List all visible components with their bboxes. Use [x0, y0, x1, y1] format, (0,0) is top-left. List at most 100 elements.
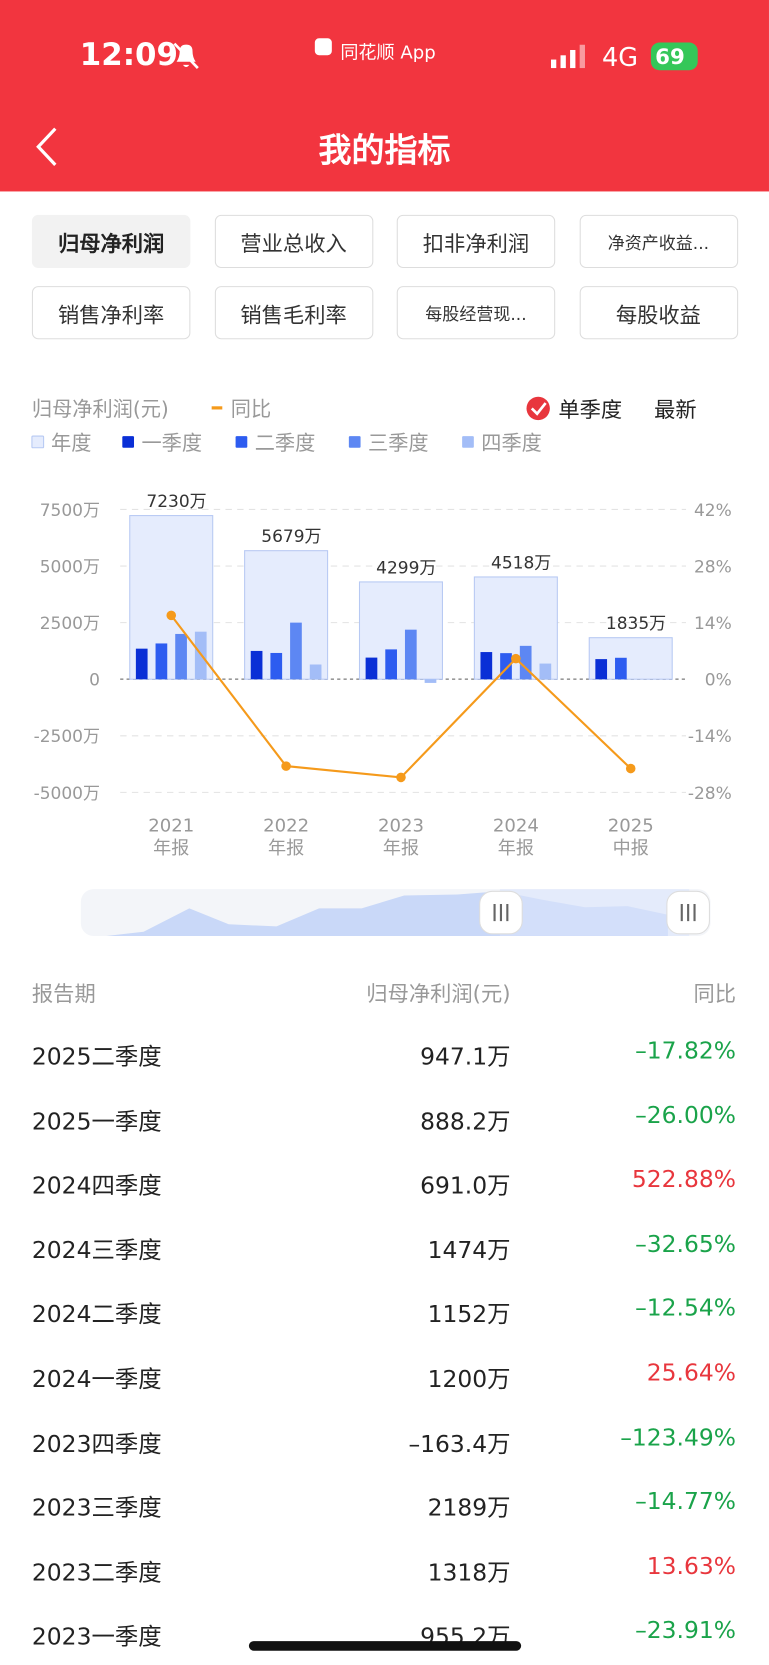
y2-tick-label: 14% — [694, 614, 732, 634]
change-cell: –123.49% — [620, 1424, 737, 1452]
profit-cell: 691.0万 — [420, 1173, 511, 1200]
page-title: 我的指标 — [318, 131, 451, 171]
bar-value-label: 4518万 — [491, 553, 551, 573]
table-row[interactable]: 2024一季度 1200万 25.64% — [32, 1360, 736, 1403]
tab-button[interactable]: 扣非净利润 — [396, 214, 556, 269]
quarter-bar — [270, 652, 283, 680]
change-cell: –23.91% — [635, 1618, 737, 1645]
quarter-bar — [595, 659, 608, 680]
quarter-bar — [404, 629, 417, 680]
status-battery: 69 — [650, 42, 698, 71]
x-tick-label: 2024 — [493, 816, 539, 837]
legend-label: 三季度 — [368, 431, 429, 455]
period-cell: 2024二季度 — [31, 1302, 162, 1329]
table-row[interactable]: 2023二季度 1318万 13.63% — [32, 1554, 736, 1597]
change-cell: 522.88% — [631, 1166, 737, 1194]
quarter-bar — [365, 657, 378, 680]
legend-swatch — [31, 435, 45, 449]
change-cell: 13.63% — [646, 1553, 737, 1581]
tab-button[interactable]: 净资产收益... — [579, 214, 738, 269]
legend-swatch — [235, 436, 248, 448]
bar-value-label: 7230万 — [146, 492, 206, 512]
change-cell: 25.64% — [646, 1360, 737, 1387]
option-check[interactable] — [526, 396, 550, 421]
quarter-bar — [424, 679, 437, 683]
tab-button[interactable]: 每股收益 — [579, 286, 738, 340]
app-icon — [314, 38, 332, 56]
home-indicator — [248, 1641, 522, 1651]
table-row[interactable]: 2023四季度 –163.4万 –123.49% — [32, 1425, 736, 1468]
table-row[interactable]: 2025二季度 947.1万 –17.82% — [32, 1038, 736, 1081]
x-tick-label: 年报 — [498, 838, 534, 859]
table-row[interactable]: 2024三季度 1474万 –32.65% — [32, 1231, 736, 1274]
profit-cell: 1200万 — [427, 1366, 511, 1394]
x-tick-label: 2023 — [378, 816, 424, 837]
quarter-bar — [155, 643, 168, 680]
legend-label: 二季度 — [255, 431, 316, 455]
period-cell: 2024三季度 — [31, 1237, 162, 1265]
tab-button[interactable]: 销售净利率 — [31, 286, 191, 340]
quarter-bar — [615, 657, 627, 680]
table-row[interactable]: 2023三季度 2189万 –14.77% — [32, 1489, 736, 1532]
table-row[interactable]: 2023一季度 955.2万 –23.91% — [32, 1618, 736, 1661]
legend-label: 四季度 — [481, 431, 542, 455]
option-label: 最新 — [654, 398, 697, 423]
table-row[interactable]: 2024二季度 1152万 –12.54% — [32, 1296, 736, 1339]
header-cell: 同比 — [693, 980, 737, 1007]
x-tick-label: 2022 — [263, 816, 309, 837]
table-row[interactable]: 2025一季度 888.2万 –26.00% — [32, 1103, 736, 1146]
tab-button[interactable]: 每股经营现... — [396, 286, 556, 340]
tab-button[interactable]: 归母净利润 — [31, 214, 191, 269]
quarter-bar — [309, 664, 322, 680]
table-header: 报告期 归母净利润(元) 同比 — [32, 976, 736, 1019]
quarter-bar — [385, 649, 397, 680]
y2-tick-label: 28% — [694, 557, 732, 577]
profit-cell: 947.1万 — [420, 1044, 511, 1072]
y-tick-label: -2500万 — [34, 727, 100, 747]
header-cell: 报告期 — [31, 980, 96, 1007]
legend-label: 年度 — [51, 431, 91, 455]
legend-swatch — [211, 406, 223, 410]
status-time: 12:09 — [79, 36, 178, 73]
table-row[interactable]: 2024四季度 691.0万 522.88% — [32, 1167, 736, 1210]
period-cell: 2023三季度 — [31, 1495, 162, 1523]
bar-value-label: 5679万 — [261, 527, 321, 547]
yoy-point — [166, 610, 177, 621]
change-cell: –14.77% — [635, 1489, 737, 1516]
quarter-bar — [175, 633, 187, 680]
x-tick-label: 2021 — [148, 816, 194, 837]
slider-window — [499, 889, 690, 936]
profit-cell: 1318万 — [427, 1560, 511, 1587]
chart: 7500万 5000万 2500万 0 -2500万 -5000万 42% 28% 14% 0% -… — [31, 396, 732, 936]
period-cell: 2023二季度 — [31, 1560, 162, 1587]
tab-button[interactable]: 营业总收入 — [214, 214, 373, 269]
legend-swatch — [462, 436, 474, 448]
y2-tick-label: -28% — [688, 784, 732, 804]
quarter-bar — [480, 652, 493, 680]
x-tick-label: 年报 — [268, 838, 304, 859]
y-tick-label: 5000万 — [40, 557, 100, 577]
back-button[interactable] — [32, 126, 64, 169]
status-network: 4G — [601, 42, 639, 73]
quarter-bar — [519, 645, 532, 680]
tab-button[interactable]: 销售毛利率 — [214, 286, 373, 340]
yoy-point — [281, 761, 291, 771]
x-tick-label: 2025 — [608, 816, 654, 837]
y-tick-label: 2500万 — [40, 614, 100, 634]
bar-value-label: 4299万 — [376, 558, 436, 578]
y-tick-label: 0 — [89, 671, 100, 691]
period-cell: 2025一季度 — [31, 1108, 162, 1136]
profit-cell: 1152万 — [427, 1302, 511, 1329]
y-tick-label: -5000万 — [34, 784, 100, 804]
signal-icon — [550, 44, 585, 69]
period-cell: 2024一季度 — [31, 1366, 162, 1394]
profit-cell: 1474万 — [427, 1237, 511, 1265]
handle-grip — [493, 904, 509, 922]
profit-cell: 2189万 — [427, 1495, 511, 1523]
change-cell: –12.54% — [635, 1295, 737, 1323]
profit-cell: –163.4万 — [408, 1431, 511, 1458]
x-tick-label: 年报 — [383, 838, 419, 859]
y2-tick-label: 42% — [694, 501, 732, 521]
